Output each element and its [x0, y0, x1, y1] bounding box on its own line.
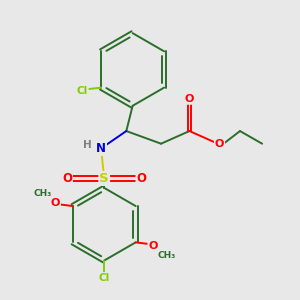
- Text: Cl: Cl: [76, 86, 88, 96]
- Text: O: O: [148, 241, 158, 250]
- Text: O: O: [51, 198, 60, 208]
- Text: CH₃: CH₃: [157, 250, 176, 260]
- Text: O: O: [215, 139, 224, 149]
- Text: H: H: [83, 140, 92, 150]
- Text: S: S: [99, 172, 109, 185]
- Text: O: O: [62, 172, 72, 185]
- Text: O: O: [136, 172, 146, 185]
- Text: N: N: [96, 142, 106, 155]
- Text: Cl: Cl: [99, 273, 110, 283]
- Text: CH₃: CH₃: [33, 189, 51, 198]
- Text: O: O: [185, 94, 194, 104]
